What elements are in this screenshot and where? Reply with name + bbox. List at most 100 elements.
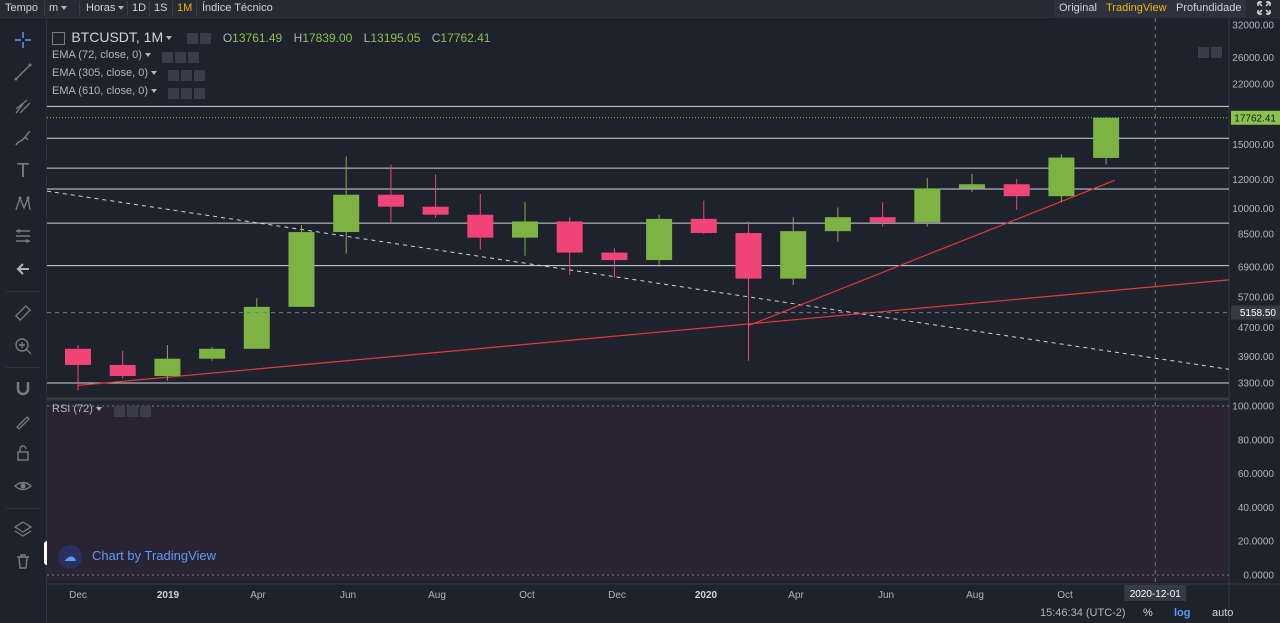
rsi-tick-label: 80.0000 [1238,435,1275,446]
ema-610-legend[interactable]: EMA (610, close, 0) [52,85,157,97]
lock-icon[interactable] [10,440,36,466]
candle-body [824,217,851,232]
time-tick-label: Oct [519,590,535,601]
ema-305-legend[interactable]: EMA (305, close, 0) [52,67,157,79]
toolbar-divider [6,367,40,368]
time-tick-label: Aug [428,590,446,601]
crosshair-date-tag [1124,585,1187,601]
visibility-icon[interactable] [181,70,192,82]
brush-icon[interactable] [10,125,36,151]
ema-610-label: EMA (610, close, 0) [52,85,148,97]
crosshair-price-label: 5158.50 [1240,308,1277,319]
crosshair: 2020-12-01 [47,18,1229,601]
visibility-icon[interactable] [181,88,192,100]
rsi-label: RSI (72) [52,403,93,415]
text-tool-icon[interactable]: T [16,160,30,182]
candle-body [109,364,136,376]
hours-dropdown[interactable]: Horas [83,0,127,17]
visibility-icon[interactable] [127,406,138,418]
rsi-tick-label: 60.0000 [1238,469,1275,480]
layers-icon[interactable] [10,516,36,542]
fullscreen-icon[interactable] [1256,0,1273,17]
time-tick-label: Apr [788,590,804,601]
rsi-legend[interactable]: RSI (72) [52,403,102,415]
price-tick-label: 10000.00 [1232,204,1274,215]
toolbar-divider [196,1,197,16]
trash-icon[interactable] [10,548,36,574]
interval-1m-button[interactable]: 1M [177,2,193,14]
eye-icon[interactable] [10,473,36,499]
ema-72-legend[interactable]: EMA (72, close, 0) [52,49,151,61]
high-value: 17839.00 [302,31,353,45]
candle-body [690,218,717,233]
percent-scale-button[interactable]: % [1143,607,1153,619]
candle-body [959,184,985,189]
time-tick-label: Dec [608,590,626,601]
candle-body [556,221,583,253]
price-tick-label: 3900.00 [1238,352,1275,363]
last-price-tag [1231,110,1280,125]
price-tick-label: 12000.00 [1232,175,1274,186]
close-icon[interactable] [188,52,199,64]
log-scale-button[interactable]: log [1174,607,1191,619]
candle-body [1093,117,1120,158]
toolbar-divider [149,1,150,16]
candle-body [199,348,226,359]
interval-1d-button[interactable]: 1D [132,2,147,14]
price-axis: 3300.00 3900.00 4700.00 5700.00 6900.00 8500.… [1231,21,1280,390]
measure-icon[interactable] [10,223,36,249]
top-toolbar: Tempo m Horas 1D 1S 1M Índice Técnico Or… [0,0,1280,18]
candle-body [154,358,181,376]
close-icon[interactable] [140,406,151,418]
open-label: O [222,31,233,45]
magnet-icon[interactable] [10,375,36,401]
pitchfork-icon[interactable] [10,93,36,119]
candle-body [735,232,762,279]
candle-body [780,231,807,279]
view-original-button[interactable]: Original [1054,0,1102,17]
open-value: 13761.49 [232,31,283,45]
lock-drawing-icon[interactable] [10,408,36,434]
close-icon[interactable] [194,88,205,100]
settings-icon[interactable] [162,52,173,64]
crosshair-icon[interactable] [10,27,36,53]
back-arrow-icon[interactable] [10,256,36,282]
candle-body [65,348,91,365]
price-tick-label: 15000.00 [1232,140,1274,151]
maximize-pane-icon[interactable] [1211,47,1222,59]
tradingview-brand[interactable]: ☁ Chart by TradingView [58,543,216,569]
auto-scale-button[interactable]: auto [1212,607,1234,619]
horizontal-lines [47,105,1229,384]
view-tradingview-button[interactable]: TradingView [1101,0,1172,17]
trend-line-icon[interactable] [10,59,36,85]
candle-body [601,252,628,261]
settings-icon[interactable] [114,406,125,418]
minimize-pane-icon[interactable] [1198,47,1209,59]
brand-text: Chart by TradingView [92,548,217,563]
toolbar-divider [172,1,173,16]
symbol-label[interactable]: BTCUSDT, 1M [71,29,172,45]
settings-icon[interactable] [168,70,179,82]
view-depth-button[interactable]: Profundidade [1171,0,1247,17]
zoom-in-icon[interactable] [10,333,36,359]
rsi-levels [47,405,1229,576]
ema-610-controls [166,85,205,103]
settings-icon[interactable] [187,33,199,45]
hide-series-icon[interactable] [52,32,65,46]
time-tick-label: Oct [1057,590,1073,601]
low-value: 13195.05 [370,31,421,45]
interval-1s-button[interactable]: 1S [154,2,168,14]
settings-icon[interactable] [168,88,179,100]
ruler-icon[interactable] [10,300,36,326]
rsi-tick-label: 100.0000 [1232,402,1274,413]
visibility-icon[interactable] [200,33,212,45]
close-icon[interactable] [194,70,205,82]
visibility-icon[interactable] [175,52,186,64]
interval-dropdown[interactable]: m [46,0,78,17]
low-label: L [363,31,371,45]
pattern-icon[interactable] [10,191,36,217]
red-trend-line-long [77,279,1230,387]
technical-index-button[interactable]: Índice Técnico [202,2,273,14]
close-label: C [431,31,441,45]
